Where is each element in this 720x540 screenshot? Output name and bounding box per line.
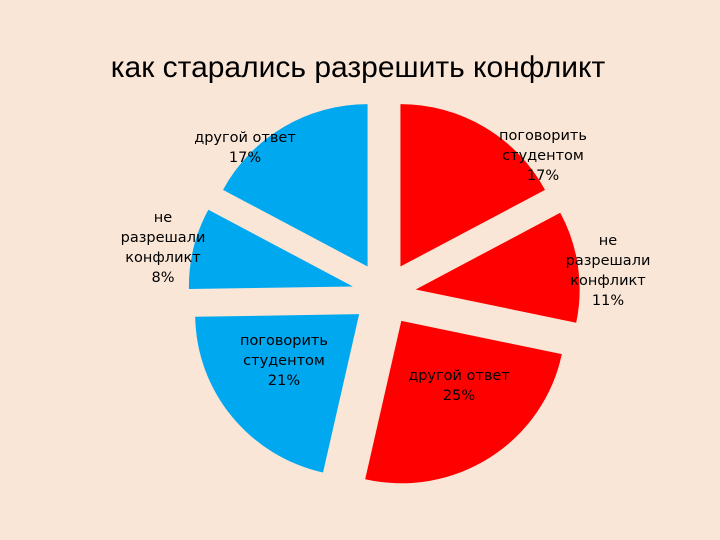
chart-title: как старались разрешить конфликт [111,51,606,84]
pie-slices [188,104,580,484]
pie-slice-4 [188,209,353,290]
slice-label-3: поговорить студентом 21% [240,333,328,389]
pie-slice-3 [195,314,360,473]
pie-slice-1 [415,212,580,323]
pie-slice-2 [365,320,562,484]
pie-labels: поговорить студентом 17% не разрешали конфлик… [121,128,651,404]
pie-slice-5 [223,104,368,267]
slice-label-5: другой ответ 17% [194,130,296,166]
pie-slice-0 [400,104,545,267]
slice-label-4: не разрешали конфликт 8% [121,210,206,286]
slice-label-0: поговорить студентом 17% [499,128,587,184]
slice-label-1: не разрешали конфликт 11% [566,233,651,309]
slice-label-2: другой ответ 25% [408,368,510,404]
